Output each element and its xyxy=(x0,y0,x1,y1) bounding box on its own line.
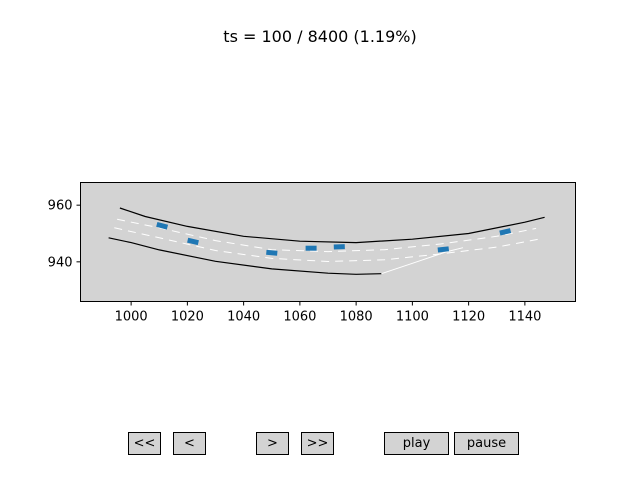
x-tick-label-1120: 1120 xyxy=(452,310,485,325)
road-edge-line-1 xyxy=(119,207,545,244)
vehicle-marker-7 xyxy=(499,228,512,236)
x-tick-label-1060: 1060 xyxy=(283,310,316,325)
prev-frame-button[interactable]: < xyxy=(173,432,206,455)
play-button[interactable]: play xyxy=(384,432,449,455)
vehicle-marker-3 xyxy=(266,249,278,256)
x-tick-label-1020: 1020 xyxy=(171,310,204,325)
tick-layer: 1000 1020 1040 1060 1080 1100 1120 1140 940 960 xyxy=(48,199,542,325)
vehicle-marker-6 xyxy=(437,246,450,253)
vehicle-marker-5 xyxy=(333,244,345,250)
vehicle-marker-2 xyxy=(187,237,199,246)
vehicle-marker-1 xyxy=(156,221,169,230)
x-tick-label-1040: 1040 xyxy=(227,310,260,325)
x-tick-label-1000: 1000 xyxy=(115,310,148,325)
x-tick-label-1140: 1140 xyxy=(508,310,541,325)
vehicle-marker-4 xyxy=(305,245,317,251)
lane-divider-line-2 xyxy=(114,227,539,263)
last-frame-button[interactable]: >> xyxy=(301,432,334,455)
x-tick-label-1080: 1080 xyxy=(340,310,373,325)
y-tick-label-960: 960 xyxy=(48,199,73,214)
y-tick-label-940: 940 xyxy=(48,255,73,270)
merge-lane-line xyxy=(381,247,464,275)
first-frame-button[interactable]: << xyxy=(128,432,161,455)
vehicle-layer xyxy=(156,221,512,256)
lane-divider-line-1 xyxy=(117,218,537,253)
next-frame-button[interactable]: > xyxy=(256,432,289,455)
road-edge-line-2 xyxy=(108,237,382,275)
road-layer xyxy=(108,207,545,275)
timestep-title: ts = 100 / 8400 (1.19%) xyxy=(223,27,417,46)
pause-button[interactable]: pause xyxy=(454,432,519,455)
x-tick-label-1100: 1100 xyxy=(396,310,429,325)
